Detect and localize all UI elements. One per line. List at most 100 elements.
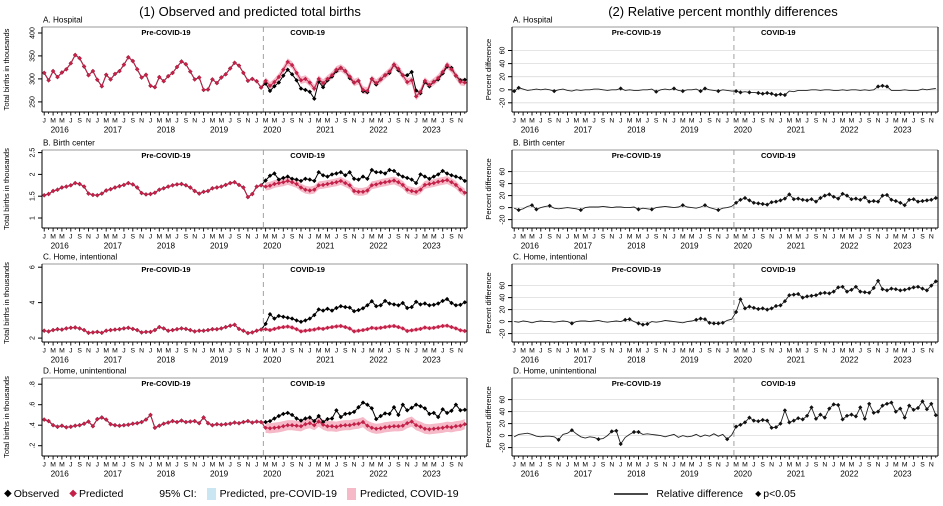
month-tick-label: S — [547, 462, 552, 469]
year-label: 2020 — [734, 356, 753, 365]
year-label: 2017 — [104, 470, 123, 479]
month-tick-label: N — [139, 348, 144, 355]
y-tick-label: 60 — [500, 168, 507, 176]
year-label: 2020 — [734, 470, 753, 479]
month-tick-label: N — [458, 348, 463, 355]
legend-ci-pre: Predicted, pre-COVID-19 — [206, 488, 337, 500]
year-label: 2018 — [157, 126, 176, 135]
year-label: 2018 — [627, 126, 646, 135]
month-tick-label: N — [663, 462, 668, 469]
month-tick-label: S — [760, 234, 765, 241]
legend-significance: ◆ p<0.05 — [755, 488, 796, 500]
month-tick-label: J — [912, 118, 915, 125]
month-tick-label: M — [103, 118, 109, 125]
month-tick-label: N — [245, 234, 250, 241]
year-label: 2020 — [734, 126, 753, 135]
year-label: 2019 — [680, 470, 699, 479]
month-tick-label: J — [725, 234, 728, 241]
month-tick-label: S — [449, 348, 454, 355]
month-tick-label: J — [859, 234, 862, 241]
panel-title: D. Home, unintentional — [513, 367, 596, 376]
year-label: 2021 — [787, 242, 806, 251]
month-tick-label: M — [689, 118, 695, 125]
month-tick-label: S — [77, 118, 82, 125]
ci-band-pre — [44, 54, 262, 91]
ci-band-covid — [265, 324, 465, 333]
month-tick-label: M — [210, 348, 216, 355]
month-tick-label: N — [458, 234, 463, 241]
month-tick-label: S — [760, 348, 765, 355]
month-tick-label: S — [654, 348, 659, 355]
y-tick-label: -20 — [500, 214, 507, 224]
month-tick-label: J — [512, 118, 515, 125]
y-tick-label: .8 — [30, 381, 37, 387]
significant-point-markers — [569, 278, 938, 327]
year-label: 2022 — [369, 242, 388, 251]
y-tick-label: 20 — [500, 306, 507, 314]
y-tick-label: 0 — [500, 320, 507, 324]
month-tick-label: N — [458, 118, 463, 125]
year-label: 2018 — [157, 356, 176, 365]
month-tick-label: S — [547, 234, 552, 241]
month-tick-label: J — [672, 348, 675, 355]
month-tick-label: J — [175, 348, 178, 355]
month-tick-label: J — [69, 462, 72, 469]
pre-covid-region-label: Pre-COVID-19 — [141, 151, 190, 160]
month-tick-label: N — [769, 462, 774, 469]
legend-relative-difference-label: Relative difference — [656, 488, 744, 500]
chart-diff-birth-center: B. Birth center Pre-COVID-19 COVID-19 -20 0 2… — [484, 139, 939, 251]
month-tick-label: J — [96, 118, 99, 125]
month-tick-label: J — [699, 234, 702, 241]
month-tick-label: M — [582, 462, 588, 469]
relative-difference-line — [513, 400, 937, 446]
year-label: 2021 — [316, 242, 335, 251]
predicted-series-markers — [42, 412, 467, 432]
month-tick-label: N — [352, 348, 357, 355]
y-tick-label: 4 — [30, 301, 37, 305]
month-tick-label: J — [646, 462, 649, 469]
month-tick-label: N — [929, 118, 934, 125]
year-label: 2017 — [574, 126, 593, 135]
month-tick-label: M — [369, 348, 375, 355]
year-label: 2019 — [210, 242, 229, 251]
significant-point-markers — [556, 399, 938, 447]
month-tick-label: M — [325, 118, 331, 125]
month-tick-label: S — [131, 234, 136, 241]
month-tick-label: M — [795, 234, 801, 241]
month-tick-label: J — [805, 234, 808, 241]
y-tick-label: .2 — [30, 443, 37, 449]
month-tick-label: J — [805, 118, 808, 125]
y-axis-title: Total births in thousands — [2, 28, 11, 110]
month-tick-label: M — [849, 462, 855, 469]
month-tick-label: J — [592, 462, 595, 469]
month-tick-label: J — [805, 462, 808, 469]
y-tick-label: 2 — [30, 172, 37, 176]
month-tick-label: M — [156, 348, 162, 355]
month-tick-label: J — [779, 348, 782, 355]
month-tick-label: M — [582, 234, 588, 241]
month-tick-label: J — [859, 118, 862, 125]
month-tick-label: J — [885, 462, 888, 469]
year-label: 2016 — [521, 470, 540, 479]
month-tick-label: J — [859, 348, 862, 355]
month-tick-label: J — [202, 462, 205, 469]
month-tick-label: N — [716, 462, 721, 469]
month-tick-label: J — [414, 234, 417, 241]
legend-significance-label: p<0.05 — [763, 488, 796, 500]
year-label: 2018 — [627, 242, 646, 251]
month-tick-label: J — [832, 462, 835, 469]
month-tick-label: M — [218, 118, 224, 125]
month-tick-label: M — [742, 348, 748, 355]
month-tick-label: S — [237, 118, 242, 125]
month-tick-label: S — [867, 348, 872, 355]
month-tick-label: M — [369, 118, 375, 125]
month-tick-label: J — [885, 118, 888, 125]
month-tick-label: J — [539, 234, 542, 241]
month-tick-label: M — [573, 462, 579, 469]
y-tick-label: 6 — [30, 265, 37, 269]
month-tick-label: M — [210, 462, 216, 469]
month-tick-label: S — [131, 348, 136, 355]
month-tick-label: J — [361, 118, 364, 125]
month-tick-label: J — [885, 348, 888, 355]
month-tick-label: S — [290, 348, 295, 355]
